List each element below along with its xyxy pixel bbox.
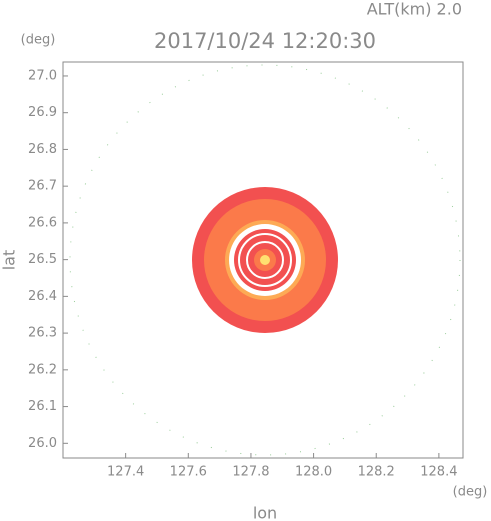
x-tick-label: 127.4	[107, 465, 144, 480]
y-tick-label: 26.5	[28, 252, 57, 267]
echo-inner-ring	[246, 241, 284, 279]
altitude-label: ALT(km) 2.0	[367, 0, 462, 19]
y-tick-label: 26.1	[28, 399, 57, 414]
chart-title: 2017/10/24 12:20:30	[154, 29, 376, 53]
x-tick-label: 128.0	[295, 465, 332, 480]
x-tick-label: 128.2	[358, 465, 395, 480]
x-tick-label: 128.4	[420, 465, 457, 480]
y-axis-label: lat	[0, 250, 19, 271]
range-ring	[69, 64, 461, 456]
y-tick-label: 26.4	[28, 289, 57, 304]
y-tick-label: 26.2	[28, 362, 57, 377]
y-tick-label: 26.6	[28, 215, 57, 230]
y-tick-label: 26.7	[28, 179, 57, 194]
y-tick-label: 26.0	[28, 436, 57, 451]
y-tick-label: 26.8	[28, 142, 57, 157]
y-unit: (deg)	[21, 33, 56, 48]
x-unit: (deg)	[453, 485, 488, 500]
x-tick-label: 127.6	[170, 465, 207, 480]
x-axis-label: lon	[253, 504, 277, 521]
y-tick-label: 27.0	[28, 68, 57, 83]
echo-inner-ring	[238, 233, 292, 287]
y-tick-label: 26.3	[28, 326, 57, 341]
echo-center	[260, 255, 270, 265]
y-tick-label: 26.9	[28, 105, 57, 120]
x-tick-label: 127.8	[232, 465, 269, 480]
radar-echo	[69, 64, 461, 456]
